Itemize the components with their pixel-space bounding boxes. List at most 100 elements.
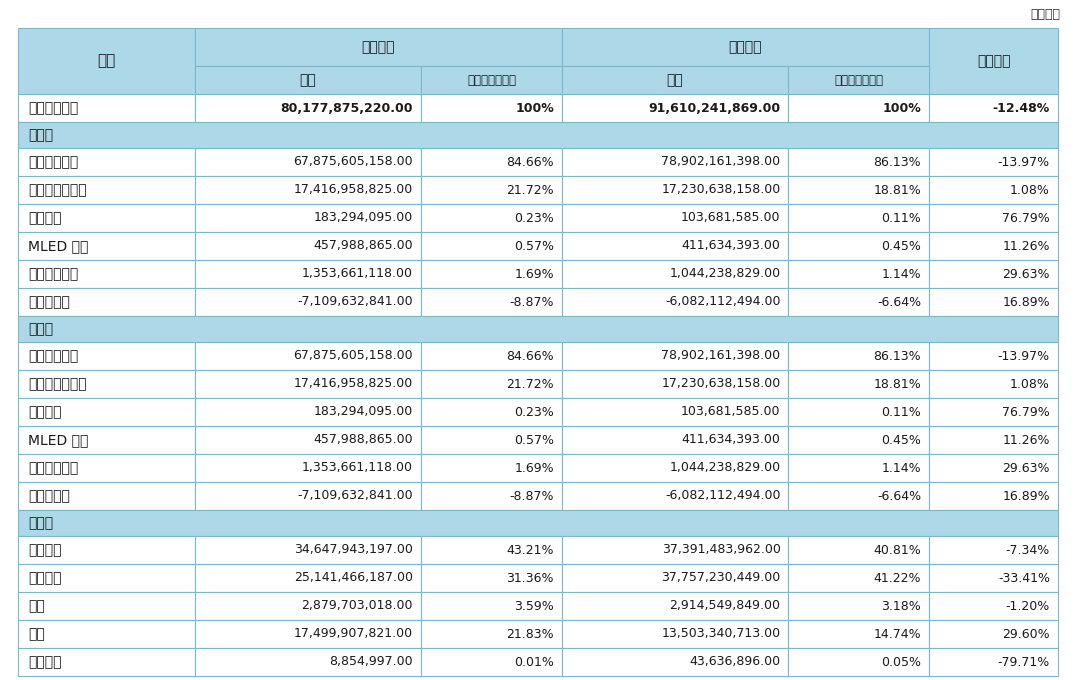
Text: 1.69%: 1.69%: [514, 267, 554, 280]
Bar: [195, 426, 421, 454]
Bar: [789, 620, 930, 648]
Bar: [562, 94, 789, 122]
Text: 29.63%: 29.63%: [1003, 462, 1050, 475]
Text: 2,914,549,849.00: 2,914,549,849.00: [669, 600, 780, 613]
Bar: [789, 426, 930, 454]
Text: 物联网创新业务: 物联网创新业务: [28, 377, 87, 391]
Text: 占营业收入比重: 占营业收入比重: [467, 73, 516, 86]
Bar: [789, 454, 930, 482]
Bar: [195, 342, 421, 370]
Text: 2,879,703,018.00: 2,879,703,018.00: [301, 600, 413, 613]
Text: -33.41%: -33.41%: [999, 571, 1050, 585]
Bar: [930, 536, 1058, 564]
Bar: [195, 204, 421, 232]
Text: 411,634,393.00: 411,634,393.00: [681, 434, 780, 447]
Bar: [789, 342, 930, 370]
Bar: [421, 66, 562, 94]
Text: 8,854,997.00: 8,854,997.00: [329, 656, 413, 668]
Text: 0.23%: 0.23%: [514, 211, 554, 224]
Text: 分产品: 分产品: [28, 322, 53, 336]
Text: 项目: 项目: [97, 54, 115, 69]
Text: 43.21%: 43.21%: [507, 543, 554, 556]
Text: -13.97%: -13.97%: [997, 350, 1050, 362]
Bar: [562, 536, 789, 564]
Text: 29.60%: 29.60%: [1003, 628, 1050, 641]
Text: 欧洲: 欧洲: [28, 599, 45, 613]
Text: -6.64%: -6.64%: [877, 296, 921, 309]
Text: 67,875,605,158.00: 67,875,605,158.00: [294, 350, 413, 362]
Bar: [18, 482, 195, 510]
Bar: [562, 370, 789, 398]
Text: 1.08%: 1.08%: [1010, 377, 1050, 390]
Bar: [18, 260, 195, 288]
Bar: [195, 648, 421, 676]
Text: 37,391,483,962.00: 37,391,483,962.00: [662, 543, 780, 556]
Bar: [18, 316, 1058, 342]
Bar: [562, 342, 789, 370]
Bar: [562, 176, 789, 204]
Text: -7.34%: -7.34%: [1006, 543, 1050, 556]
Text: 0.11%: 0.11%: [881, 211, 921, 224]
Text: 智慧医工业务: 智慧医工业务: [28, 267, 79, 281]
Bar: [195, 536, 421, 564]
Text: 103,681,585.00: 103,681,585.00: [681, 211, 780, 224]
Bar: [195, 148, 421, 176]
Bar: [789, 288, 930, 316]
Bar: [18, 592, 195, 620]
Bar: [789, 564, 930, 592]
Bar: [195, 260, 421, 288]
Text: 3.59%: 3.59%: [514, 600, 554, 613]
Text: 亚洲其他: 亚洲其他: [28, 571, 61, 585]
Bar: [18, 94, 195, 122]
Text: 0.45%: 0.45%: [881, 239, 921, 252]
Bar: [421, 398, 562, 426]
Bar: [195, 398, 421, 426]
Text: 40.81%: 40.81%: [874, 543, 921, 556]
Text: 占营业收入比重: 占营业收入比重: [834, 73, 883, 86]
Bar: [18, 232, 195, 260]
Bar: [930, 620, 1058, 648]
Bar: [789, 94, 930, 122]
Bar: [195, 288, 421, 316]
Bar: [930, 260, 1058, 288]
Text: 11.26%: 11.26%: [1003, 434, 1050, 447]
Text: 31.36%: 31.36%: [507, 571, 554, 585]
Text: 17,499,907,821.00: 17,499,907,821.00: [294, 628, 413, 641]
Text: -12.48%: -12.48%: [993, 101, 1050, 114]
Bar: [421, 94, 562, 122]
Bar: [18, 176, 195, 204]
Bar: [18, 122, 1058, 148]
Text: -79.71%: -79.71%: [997, 656, 1050, 668]
Text: 17,416,958,825.00: 17,416,958,825.00: [294, 184, 413, 197]
Bar: [789, 232, 930, 260]
Bar: [789, 536, 930, 564]
Text: 智慧医工业务: 智慧医工业务: [28, 461, 79, 475]
Bar: [930, 94, 1058, 122]
Bar: [930, 204, 1058, 232]
Bar: [18, 398, 195, 426]
Text: 美洲: 美洲: [28, 627, 45, 641]
Text: 同比增减: 同比增减: [977, 54, 1010, 68]
Text: 0.05%: 0.05%: [881, 656, 921, 668]
Text: 43,636,896.00: 43,636,896.00: [690, 656, 780, 668]
Bar: [18, 648, 195, 676]
Bar: [421, 260, 562, 288]
Text: MLED 业务: MLED 业务: [28, 433, 88, 447]
Bar: [930, 648, 1058, 676]
Text: 3.18%: 3.18%: [881, 600, 921, 613]
Bar: [421, 288, 562, 316]
Text: 14.74%: 14.74%: [874, 628, 921, 641]
Bar: [789, 176, 930, 204]
Text: -6,082,112,494.00: -6,082,112,494.00: [665, 296, 780, 309]
Bar: [421, 342, 562, 370]
Bar: [421, 204, 562, 232]
Bar: [421, 592, 562, 620]
Text: 1.14%: 1.14%: [881, 267, 921, 280]
Text: 103,681,585.00: 103,681,585.00: [681, 405, 780, 418]
Bar: [562, 28, 930, 66]
Text: 76.79%: 76.79%: [1002, 405, 1050, 418]
Bar: [930, 342, 1058, 370]
Text: 0.23%: 0.23%: [514, 405, 554, 418]
Text: 411,634,393.00: 411,634,393.00: [681, 239, 780, 252]
Text: 1,044,238,829.00: 1,044,238,829.00: [669, 462, 780, 475]
